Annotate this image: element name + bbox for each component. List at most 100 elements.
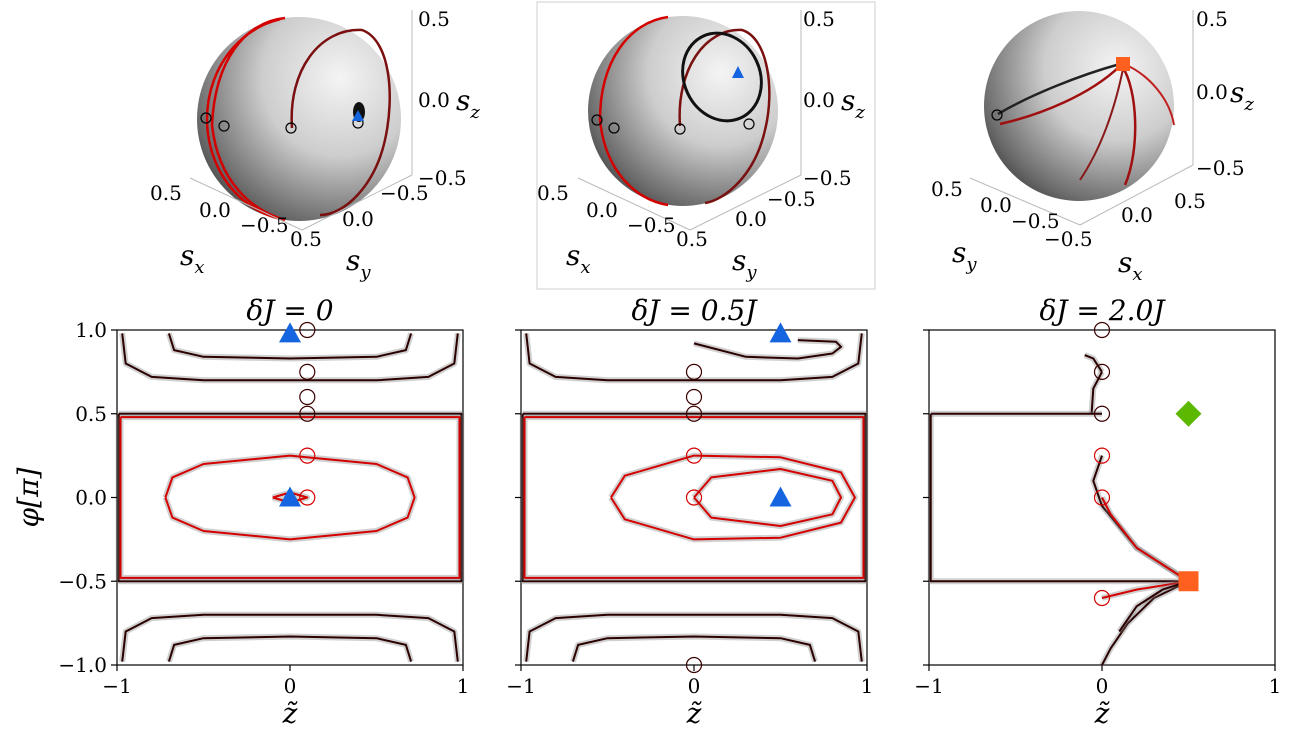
z-tick-label: −0.5 bbox=[1196, 156, 1245, 180]
y-tick-label: −1.0 bbox=[58, 653, 107, 677]
panel-title: δJ = 2.0J bbox=[1039, 294, 1166, 327]
x-tick-label: 1 bbox=[861, 674, 874, 698]
sphere-panel-2: 0.5 0.0 −0.5 sz 0.5 0.0 −0.5 sx −0.5 0.0… bbox=[536, 1, 876, 290]
trajectory-red-arc bbox=[598, 119, 669, 207]
fixed-point-circle bbox=[299, 388, 316, 406]
blue-triangle-marker bbox=[769, 322, 792, 343]
z-tick-label: 0.5 bbox=[1196, 7, 1228, 31]
x-tick-label: 1 bbox=[457, 674, 470, 698]
z-tick-label: −0.5 bbox=[418, 166, 467, 190]
z-tick-label: 0.0 bbox=[1196, 80, 1228, 104]
fixed-point-circle bbox=[285, 122, 297, 134]
trajectory-line bbox=[1084, 354, 1103, 373]
trajectory-line bbox=[167, 635, 413, 662]
bloch-sphere bbox=[588, 16, 778, 206]
trajectory-line bbox=[523, 416, 865, 579]
x-tick-label: 0 bbox=[688, 674, 701, 698]
y-tick-label: 0.0 bbox=[342, 207, 374, 231]
sphere-panel-3: 0.5 0.0 −0.5 sz 0.5 0.0 −0.5 sy −0.5 0.0… bbox=[931, 7, 1254, 285]
y-tick-label: −0.5 bbox=[767, 187, 816, 211]
sphere-panel-1: 0.5 0.0 −0.5 sz 0.5 0.0 −0.5 sx −0.5 0.0… bbox=[150, 7, 480, 283]
trajectory-line bbox=[1090, 371, 1103, 414]
fixed-point-circle bbox=[685, 656, 703, 674]
blue-triangle-marker bbox=[769, 486, 792, 507]
y-tick-label: 0.5 bbox=[290, 227, 322, 251]
fixed-point-circle bbox=[591, 114, 603, 126]
trajectory-line bbox=[117, 412, 463, 583]
fixed-point-circle bbox=[299, 321, 316, 339]
y-tick-label: 0.0 bbox=[735, 207, 767, 231]
trajectory-line bbox=[525, 333, 863, 382]
orange-square-marker bbox=[1116, 57, 1130, 71]
trajectory-red-arc bbox=[598, 15, 669, 121]
x-axis-label: sx bbox=[566, 239, 591, 278]
trajectory-red-arc bbox=[1120, 65, 1137, 186]
x-tick-label: −1 bbox=[102, 674, 131, 698]
orange-square-marker bbox=[1178, 571, 1199, 592]
trajectory-red-arc bbox=[1079, 63, 1125, 181]
x-axis-label: z̃ bbox=[1094, 697, 1111, 730]
x-tick-label: 0 bbox=[284, 674, 297, 698]
trajectory-line bbox=[164, 454, 416, 541]
y-tick-label: 0.0 bbox=[75, 486, 107, 510]
y-tick-label: −0.5 bbox=[1011, 209, 1060, 233]
x-tick-label: −0.5 bbox=[1044, 227, 1093, 251]
y-axis-label: sy bbox=[952, 236, 977, 275]
trajectory-line bbox=[521, 412, 867, 583]
sphere-frame bbox=[536, 1, 876, 290]
x-tick-label: 0.5 bbox=[537, 181, 569, 205]
fixed-point-circle bbox=[743, 118, 755, 130]
trajectory-line bbox=[571, 635, 817, 662]
x-tick-label: 0.0 bbox=[1121, 203, 1153, 227]
fixed-point-circle bbox=[299, 447, 316, 464]
y-tick-label: −0.5 bbox=[380, 181, 429, 205]
trajectory-line bbox=[1092, 455, 1190, 583]
trajectory-dark-arc bbox=[290, 28, 391, 217]
x-axis-label: sx bbox=[180, 239, 205, 278]
y-axis-label: sy bbox=[732, 244, 757, 283]
trajectory-line bbox=[525, 613, 863, 662]
trajectory-line bbox=[610, 454, 856, 541]
x-tick-label: 1 bbox=[1269, 674, 1282, 698]
fixed-point-circle bbox=[685, 489, 703, 506]
fixed-point-circle bbox=[685, 388, 703, 406]
fixed-point-circle bbox=[200, 112, 212, 124]
trajectory-line bbox=[1101, 580, 1189, 666]
phase-plot-2: −1 0 1 δJ = 0.5J z̃ bbox=[506, 294, 873, 730]
trajectory-red-arc bbox=[999, 65, 1121, 126]
fixed-point-circle bbox=[674, 123, 686, 135]
x-tick-label: 0 bbox=[1096, 674, 1109, 698]
trajectory-line bbox=[121, 613, 459, 662]
panel-title: δJ = 0 bbox=[246, 294, 333, 327]
z-axis-label: sz bbox=[456, 84, 480, 123]
fixed-point-circle bbox=[685, 405, 703, 422]
trajectory-line bbox=[121, 333, 459, 382]
trajectory-line bbox=[1101, 497, 1190, 583]
y-axis-line bbox=[301, 174, 413, 231]
phase-plot-1: −1 0 1 −1.0 −0.5 0.0 0.5 1.0 δJ = 0 z̃ φ[π] bbox=[12, 294, 469, 730]
fixed-point-circle bbox=[991, 109, 1003, 121]
trajectory-line bbox=[1101, 580, 1189, 599]
trajectory-scatter-halo bbox=[1099, 496, 1191, 584]
z-axis-label: sz bbox=[841, 84, 865, 123]
z-tick-label: 0.5 bbox=[418, 7, 450, 31]
fixed-point-circle bbox=[299, 363, 316, 380]
trajectory-red-arc bbox=[1123, 63, 1175, 126]
y-axis-line bbox=[969, 177, 1081, 226]
trajectory-line bbox=[929, 413, 1189, 583]
trajectory-red-arc bbox=[210, 16, 286, 126]
phase-plot-3: −1 0 1 δJ = 2.0J z̃ bbox=[914, 294, 1281, 730]
fixed-point-circle bbox=[1093, 321, 1111, 339]
trajectory-scatter-halo bbox=[166, 633, 414, 663]
z-axis-label: sz bbox=[1230, 76, 1254, 115]
x-axis-line bbox=[1079, 164, 1194, 226]
phase-space-panels: −1 0 1 −1.0 −0.5 0.0 0.5 1.0 δJ = 0 z̃ φ[π] −1 0 1 δJ … bbox=[12, 294, 1281, 730]
x-tick-label: −1 bbox=[506, 674, 535, 698]
y-axis-line bbox=[689, 174, 802, 231]
trajectory-scatter-halo bbox=[1090, 454, 1191, 584]
y-tick-label: 0.5 bbox=[676, 227, 708, 251]
x-axis-line bbox=[577, 177, 691, 231]
x-tick-label: 0.0 bbox=[199, 198, 231, 222]
y-axis-label: φ[π] bbox=[12, 467, 45, 527]
x-tick-label: 0.5 bbox=[150, 181, 182, 205]
